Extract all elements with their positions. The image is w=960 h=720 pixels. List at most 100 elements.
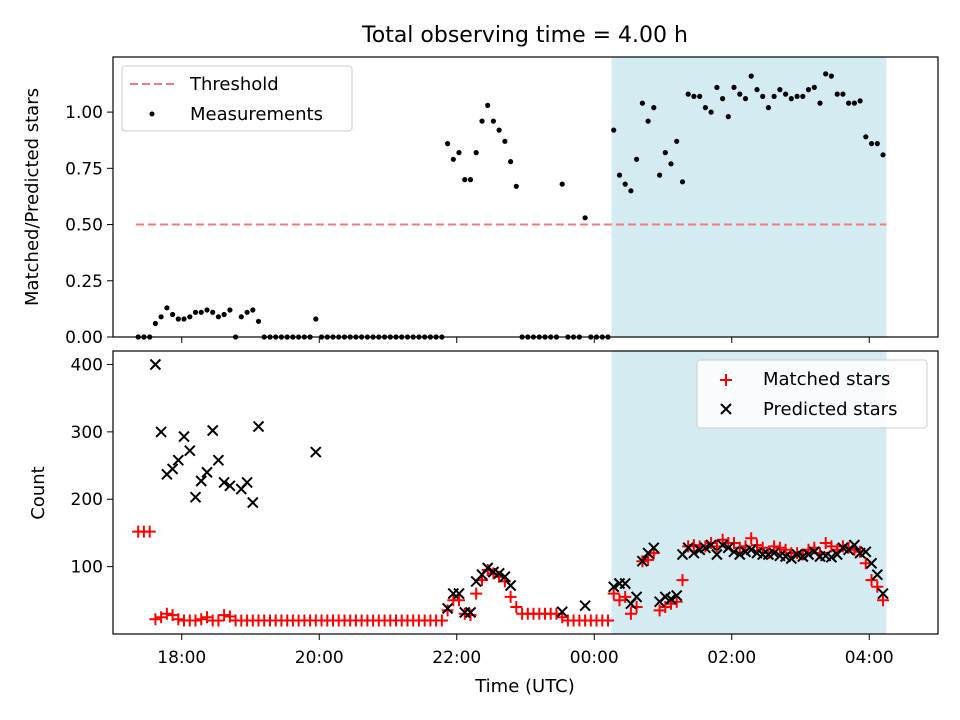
measurement-point (513, 183, 519, 189)
measurement-point (760, 93, 766, 99)
measurement-point (450, 156, 456, 162)
measurement-point (662, 150, 668, 156)
measurement-point (611, 127, 617, 133)
predicted-star-marker (607, 581, 620, 593)
matched-star-marker (871, 580, 884, 593)
measurement-point (313, 316, 319, 322)
predicted-star-marker (722, 542, 735, 554)
predicted-star-marker (865, 557, 878, 570)
ratio-panel-frame (112, 56, 939, 338)
predicted-star-marker (619, 577, 631, 590)
x-tick-label: 04:00 (845, 648, 894, 668)
predicted-star-marker (871, 568, 884, 581)
predicted-star-marker (728, 546, 740, 558)
matched-star-marker (630, 601, 643, 613)
measurement-point (863, 134, 869, 140)
matched-star-marker (877, 594, 889, 607)
measurement-point (175, 316, 181, 322)
measurement-point (445, 141, 451, 147)
x-tick-label: 00:00 (570, 648, 619, 668)
predicted-star-marker (218, 476, 230, 489)
predicted-star-marker (648, 542, 660, 554)
measurement-point (685, 91, 691, 97)
measurement-point (714, 84, 720, 90)
measurement-point (508, 159, 514, 165)
predicted-star-marker (149, 358, 162, 371)
predicted-star-marker (224, 480, 236, 492)
measurement-point (657, 172, 663, 178)
y-tick-label: 300 (71, 423, 103, 443)
matched-star-marker (768, 540, 781, 553)
measurement-point (490, 118, 496, 124)
predicted-star-marker (172, 454, 185, 466)
measurement-point (817, 100, 823, 106)
measurement-point (857, 98, 863, 104)
measurement-point (805, 87, 812, 93)
measurement-point (616, 172, 623, 178)
predicted-star-marker (441, 602, 454, 615)
measurement-point (851, 100, 858, 106)
y-tick-label: 1.00 (65, 103, 103, 123)
measurement-point (737, 91, 743, 97)
measurement-point (198, 309, 204, 315)
predicted-star-marker (705, 539, 717, 551)
count-legend-box (696, 359, 928, 429)
matched-star-marker (756, 541, 769, 554)
measurement-point (834, 91, 840, 97)
predicted-star-marker (860, 546, 872, 558)
chart-title: Total observing time = 4.00 h (361, 23, 688, 48)
x-tick-label: 02:00 (707, 648, 756, 668)
measurement-point (479, 118, 485, 124)
measurement-point (800, 93, 806, 99)
legend-threshold-label: Threshold (189, 74, 279, 95)
measurement-point (628, 188, 634, 194)
predicted-star-marker (493, 567, 505, 580)
predicted-star-marker (504, 579, 517, 592)
matched-star-marker (510, 601, 523, 613)
predicted-star-marker (212, 454, 225, 466)
measurement-point (164, 305, 170, 311)
matched-star-marker (504, 590, 517, 603)
matched-star-marker (602, 614, 614, 627)
measurement-point (742, 96, 749, 102)
ratio-y-axis: 0.00 0.25 0.50 0.75 1.00 (65, 103, 113, 348)
predicted-star-marker (734, 548, 746, 561)
ratio-x-ticks (181, 337, 870, 343)
observing-window-shade (611, 57, 887, 337)
measurement-point (731, 84, 737, 90)
measurement-point (582, 215, 588, 221)
predicted-star-marker (579, 599, 591, 612)
predicted-star-marker (178, 430, 190, 443)
matched-star-marker (745, 532, 758, 545)
matched-star-marker (470, 587, 483, 600)
measurement-point (456, 150, 462, 156)
x-tick-label: 20:00 (295, 648, 344, 668)
count-y-axis-label: Count (28, 466, 49, 519)
measurement-point (634, 156, 640, 162)
predicted-star-marker (184, 444, 196, 457)
measurement-point (227, 307, 233, 313)
matched-star-marker (143, 525, 156, 538)
measurement-point (181, 316, 187, 322)
measurement-point (170, 311, 176, 318)
measurement-point (210, 309, 216, 315)
measurement-point (651, 105, 657, 111)
predicted-star-marker (636, 555, 649, 567)
measurement-point (708, 109, 714, 115)
measurement-point (702, 105, 709, 111)
measurement-point (783, 91, 789, 97)
matched-star-marker (149, 613, 162, 626)
matched-star-marker (619, 590, 632, 603)
measurement-point (788, 96, 794, 102)
measurement-point (754, 87, 760, 93)
predicted-star-marker (768, 547, 780, 559)
predicted-star-marker (711, 548, 723, 561)
measurement-point (668, 161, 674, 167)
predicted-star-marker (556, 606, 568, 618)
legend-measurements-swatch (149, 111, 155, 117)
measurement-point (794, 93, 800, 99)
measurement-point (204, 307, 210, 313)
measurement-point (840, 91, 846, 97)
matched-star-marker (751, 539, 763, 552)
